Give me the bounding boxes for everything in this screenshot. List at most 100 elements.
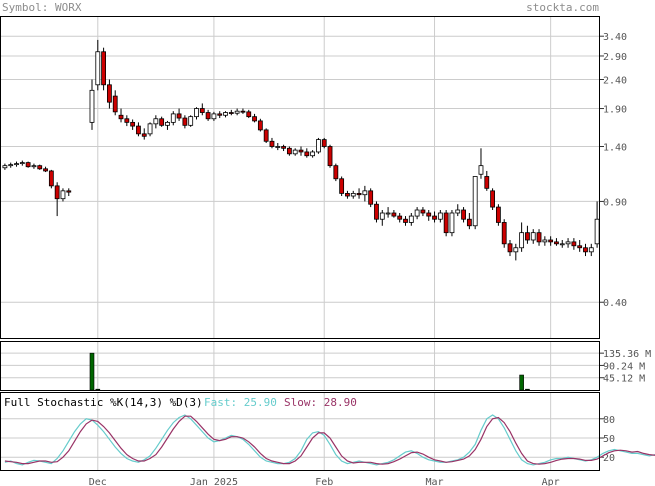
candle-body bbox=[327, 146, 333, 167]
candle bbox=[252, 113, 257, 123]
candle bbox=[385, 207, 391, 218]
candle bbox=[48, 169, 54, 189]
volume-bar bbox=[89, 352, 95, 391]
candle-body bbox=[391, 212, 397, 217]
candle-body bbox=[228, 112, 234, 114]
candle bbox=[269, 137, 275, 149]
price-tick-label: 1.40 bbox=[603, 143, 627, 154]
candle bbox=[525, 225, 530, 244]
candle-body bbox=[112, 95, 118, 113]
candle-body bbox=[223, 112, 228, 116]
candle bbox=[554, 238, 559, 246]
candle bbox=[583, 243, 588, 257]
candle bbox=[304, 148, 310, 158]
candle-body bbox=[321, 139, 327, 147]
price-tick-label: 0.90 bbox=[603, 197, 627, 208]
candle-body bbox=[8, 164, 14, 167]
candle-body bbox=[437, 212, 443, 220]
stochastic-title: Full Stochastic %K(14,3) %D(3) bbox=[4, 396, 203, 409]
candle bbox=[379, 210, 385, 226]
candle bbox=[182, 115, 188, 129]
candle-body bbox=[559, 243, 565, 246]
candle bbox=[257, 118, 263, 132]
candle-body bbox=[286, 147, 292, 155]
symbol-label: Symbol: WORX bbox=[2, 1, 82, 14]
x-tick-label: Jan 2025 bbox=[190, 477, 238, 486]
candle-body bbox=[379, 212, 385, 220]
candle-body bbox=[2, 165, 8, 169]
price-tick-label: 1.90 bbox=[603, 105, 627, 116]
candle-body bbox=[432, 215, 437, 220]
candle bbox=[414, 207, 420, 220]
stochastic-frame bbox=[0, 392, 600, 471]
candle bbox=[368, 188, 374, 208]
candle bbox=[165, 120, 170, 130]
candle-body bbox=[461, 209, 466, 220]
candle bbox=[472, 176, 478, 230]
candle-body bbox=[101, 51, 107, 86]
candle bbox=[136, 122, 141, 137]
candle-body bbox=[263, 129, 269, 142]
stochastic-line-fast bbox=[4, 414, 655, 466]
candle-body bbox=[588, 247, 594, 253]
candle bbox=[43, 166, 48, 173]
volume-panel: 135.36 M90.24 M 45.12 M bbox=[0, 341, 651, 391]
candle-body bbox=[530, 232, 536, 241]
price-tick-label: 2.40 bbox=[603, 76, 627, 87]
candle-body bbox=[403, 218, 408, 223]
candle-body bbox=[60, 190, 66, 200]
candle-body bbox=[536, 232, 542, 243]
candle-body bbox=[455, 209, 461, 214]
candle-body bbox=[350, 193, 356, 197]
candle bbox=[153, 115, 159, 129]
candle bbox=[211, 111, 217, 121]
candle-body bbox=[443, 212, 449, 234]
volume-bar bbox=[525, 388, 530, 391]
candle-body bbox=[269, 140, 275, 147]
candle-body bbox=[548, 239, 554, 243]
candle bbox=[118, 108, 124, 123]
price-tick-label: 2.90 bbox=[603, 52, 627, 63]
candle bbox=[316, 137, 321, 154]
price-tick-label: 0.40 bbox=[603, 298, 627, 309]
candle-body bbox=[95, 51, 101, 86]
candle bbox=[426, 210, 432, 221]
candle-body bbox=[240, 110, 246, 113]
stochastic-line-slow bbox=[4, 415, 655, 465]
candle bbox=[345, 190, 350, 199]
candle-body bbox=[356, 193, 362, 196]
candle-body bbox=[25, 162, 31, 168]
x-tick-label: Apr bbox=[542, 477, 560, 486]
candle bbox=[19, 160, 25, 166]
candle bbox=[298, 146, 304, 156]
site-label[interactable]: stockta.com bbox=[526, 1, 599, 14]
stochastic-tick-label: 80 bbox=[603, 415, 615, 426]
candle bbox=[31, 163, 37, 169]
volume-tick-label: 135.36 M bbox=[603, 349, 651, 360]
price-tick-label: 3.40 bbox=[603, 32, 627, 43]
price-plot-area bbox=[0, 16, 600, 338]
candle-body bbox=[478, 165, 484, 175]
candle bbox=[420, 207, 426, 217]
candle bbox=[490, 188, 495, 211]
candle bbox=[228, 109, 234, 116]
candle-body bbox=[414, 209, 420, 217]
price-frame bbox=[0, 16, 600, 339]
candle bbox=[199, 103, 205, 116]
candle-body bbox=[571, 241, 577, 247]
candle bbox=[275, 143, 281, 151]
candle-body bbox=[182, 117, 188, 126]
candle bbox=[14, 161, 19, 167]
candle bbox=[95, 39, 101, 91]
candle-body bbox=[374, 203, 379, 220]
candle-body bbox=[292, 149, 298, 155]
candle-body bbox=[118, 114, 124, 120]
candle bbox=[571, 238, 577, 250]
candle-body bbox=[136, 125, 141, 135]
price-panel: 3.40 2.90 2.40 1.90 1.40 0.90 0.40 bbox=[0, 16, 627, 339]
candle-body bbox=[542, 239, 548, 243]
candle-body bbox=[449, 212, 455, 234]
candle-body bbox=[165, 121, 170, 126]
candle-body bbox=[43, 168, 48, 172]
